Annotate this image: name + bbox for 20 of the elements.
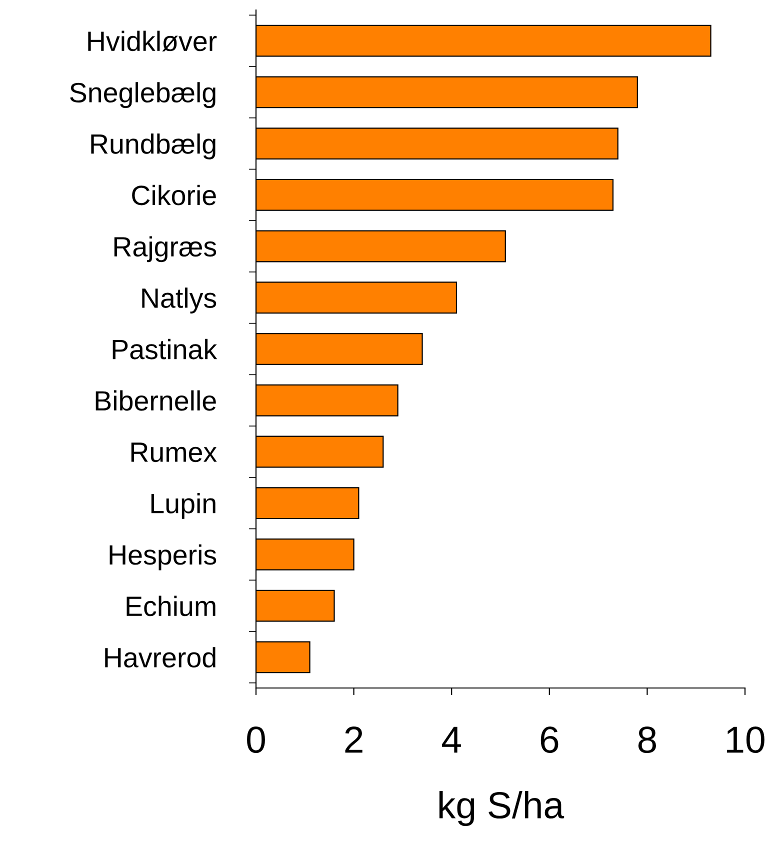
x-axis-title: kg S/ha xyxy=(439,791,564,826)
y-tick-label: Sneglebælg xyxy=(70,82,216,108)
y-tick-label: Havrerod xyxy=(105,647,216,668)
x-tick-label: 6 xyxy=(540,726,558,754)
x-tick-label: 4 xyxy=(442,726,461,753)
y-tick-label: Lupin xyxy=(151,493,216,519)
y-tick-label: Natlys xyxy=(142,288,216,314)
x-tick-label: 8 xyxy=(638,726,656,754)
y-tick-label: Pastinak xyxy=(112,338,218,360)
y-tick-label: Rundbælg xyxy=(91,133,216,160)
y-tick-label: Bibernelle xyxy=(96,390,216,411)
x-tick-label: 0 xyxy=(247,726,265,754)
y-tick-label: Rumex xyxy=(131,442,217,462)
y-tick-label: Cikorie xyxy=(132,184,216,206)
x-tick-label: 2 xyxy=(345,726,362,753)
y-tick-label: Echium xyxy=(126,596,216,616)
y-tick-label: Hvidkløver xyxy=(88,30,217,52)
y-tick-label: Rajgræs xyxy=(114,236,216,262)
x-tick-label: 10 xyxy=(727,726,764,754)
y-tick-label: Hesperis xyxy=(110,544,216,570)
